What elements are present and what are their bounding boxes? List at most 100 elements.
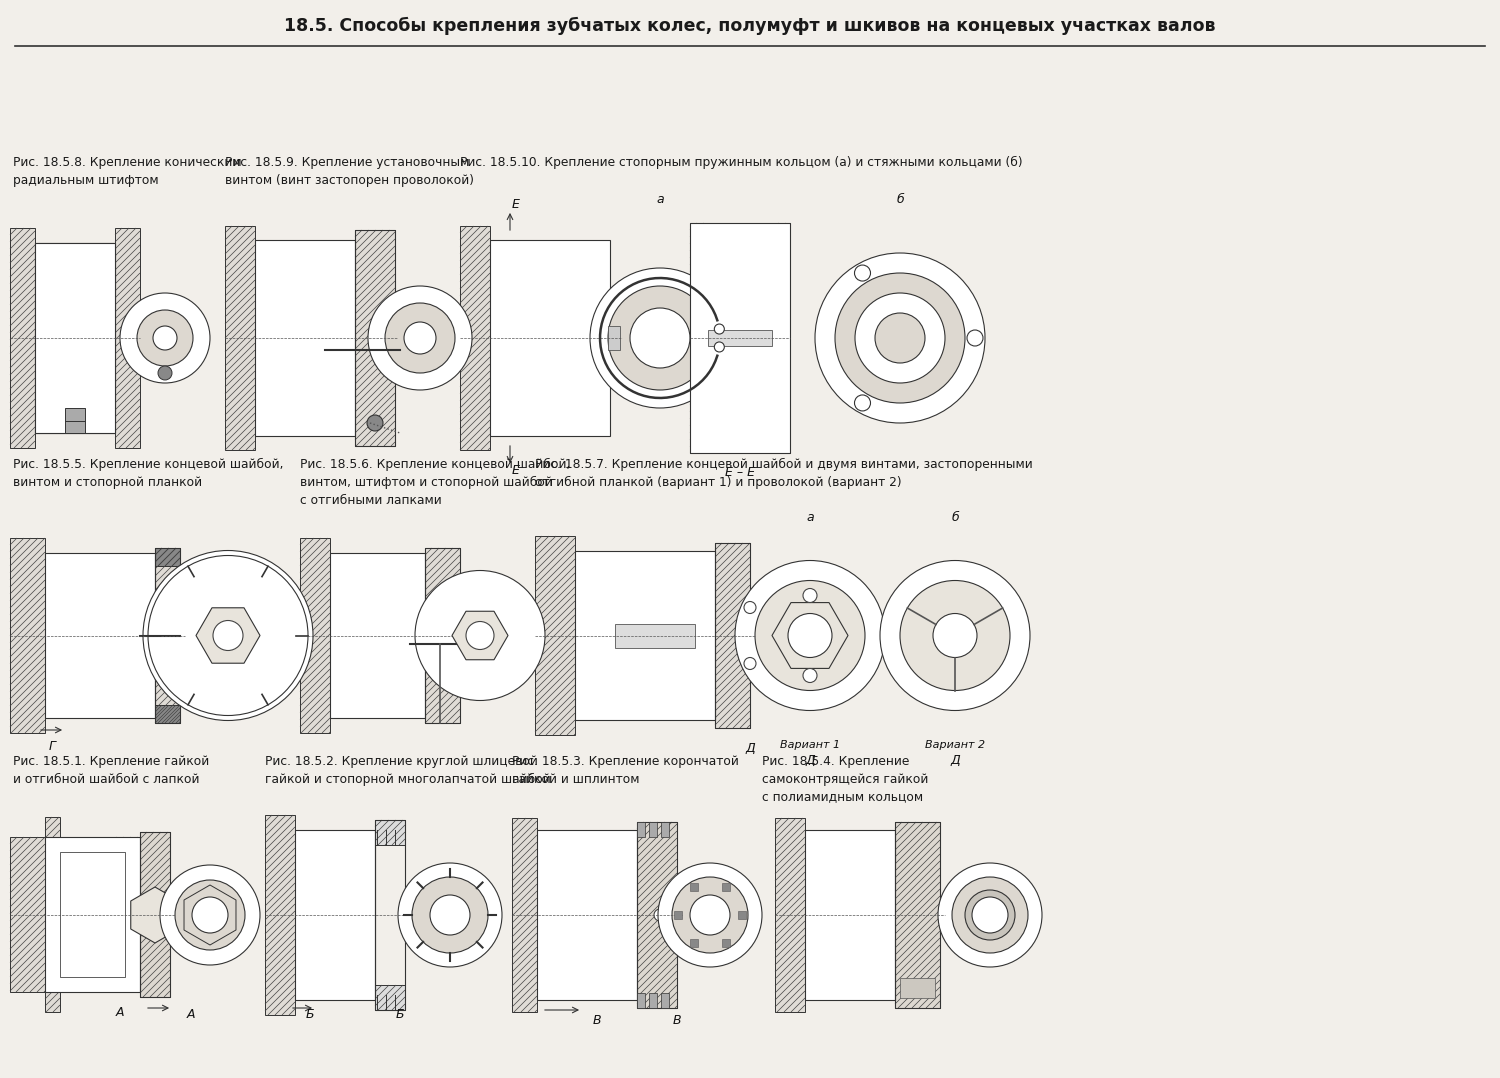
Circle shape — [880, 561, 1031, 710]
Bar — [424, 548, 460, 723]
Bar — [690, 223, 708, 453]
Circle shape — [430, 895, 470, 935]
Bar — [460, 226, 490, 450]
Text: Рис. 18.5.5. Крепление концевой шайбой,
винтом и стопорной планкой: Рис. 18.5.5. Крепление концевой шайбой, … — [13, 458, 284, 489]
Bar — [330, 553, 424, 718]
Bar — [45, 992, 60, 1012]
Bar — [716, 543, 750, 728]
Circle shape — [938, 863, 1042, 967]
Bar — [490, 240, 610, 436]
Bar — [116, 229, 140, 448]
Bar — [690, 939, 698, 946]
Circle shape — [874, 313, 926, 363]
Text: б: б — [896, 193, 904, 206]
Circle shape — [968, 330, 982, 346]
Bar — [738, 911, 746, 920]
Text: 18.5. Способы крепления зубчатых колес, полумуфт и шкивов на концевых участках в: 18.5. Способы крепления зубчатых колес, … — [285, 17, 1215, 34]
Bar — [638, 823, 676, 1008]
Bar — [806, 830, 895, 1000]
Ellipse shape — [148, 555, 308, 716]
Text: Г: Г — [48, 740, 56, 752]
Bar — [356, 230, 395, 446]
Circle shape — [714, 342, 724, 351]
Bar — [615, 623, 695, 648]
Bar — [424, 548, 460, 723]
Bar — [375, 985, 405, 1010]
Bar — [300, 538, 330, 733]
Circle shape — [855, 265, 870, 281]
Circle shape — [658, 863, 762, 967]
Circle shape — [855, 293, 945, 383]
Bar — [537, 830, 638, 1000]
Circle shape — [160, 865, 260, 965]
Bar — [266, 815, 296, 1015]
Bar — [722, 939, 730, 946]
Text: Е: Е — [512, 197, 520, 210]
Circle shape — [654, 909, 666, 921]
Bar — [772, 223, 790, 453]
Polygon shape — [130, 887, 178, 943]
Circle shape — [404, 322, 436, 354]
Circle shape — [153, 326, 177, 350]
Text: В: В — [592, 1013, 602, 1026]
Circle shape — [416, 570, 544, 701]
Text: А: А — [116, 1006, 124, 1019]
Bar — [716, 543, 750, 728]
Bar — [690, 883, 698, 892]
Bar — [116, 229, 140, 448]
Text: б: б — [951, 511, 958, 524]
Text: Рис. 18.5.10. Крепление стопорным пружинным кольцом (а) и стяжными кольцами (б): Рис. 18.5.10. Крепление стопорным пружин… — [460, 156, 1023, 169]
Bar — [10, 229, 34, 448]
Circle shape — [964, 890, 1016, 940]
Circle shape — [630, 308, 690, 368]
Bar — [255, 240, 356, 436]
Bar — [776, 818, 806, 1012]
Circle shape — [368, 286, 472, 390]
Text: Е: Е — [512, 464, 520, 476]
Bar — [225, 226, 255, 450]
Bar — [154, 705, 180, 723]
Bar — [375, 820, 405, 845]
Bar — [45, 817, 60, 837]
Bar — [10, 538, 45, 733]
Bar — [356, 230, 395, 446]
Bar — [772, 223, 790, 453]
Bar — [225, 226, 255, 450]
Text: Б: Б — [396, 1009, 405, 1022]
Bar — [650, 823, 657, 837]
Text: Рис. 18.5.9. Крепление установочным
винтом (винт застопорен проволокой): Рис. 18.5.9. Крепление установочным винт… — [225, 156, 474, 188]
Text: Рис. 18.5.3. Крепление корончатой
гайкой и шплинтом: Рис. 18.5.3. Крепление корончатой гайкой… — [512, 755, 740, 786]
Bar — [140, 832, 170, 997]
Circle shape — [672, 877, 748, 953]
Circle shape — [900, 580, 1010, 691]
Bar — [638, 823, 645, 837]
Circle shape — [836, 273, 964, 403]
Circle shape — [855, 395, 870, 411]
Bar — [650, 993, 657, 1008]
Bar — [708, 330, 772, 346]
Bar — [512, 818, 537, 1012]
Circle shape — [933, 613, 976, 658]
Bar — [60, 852, 124, 977]
Circle shape — [802, 589, 818, 603]
Bar — [896, 823, 940, 1008]
Bar — [512, 818, 537, 1012]
Circle shape — [952, 877, 1028, 953]
Circle shape — [744, 602, 756, 613]
Bar — [638, 823, 676, 1008]
Bar — [356, 230, 395, 446]
Bar — [64, 407, 86, 433]
Bar — [45, 553, 154, 718]
Circle shape — [213, 621, 243, 650]
Bar — [10, 837, 45, 992]
Bar — [154, 548, 180, 723]
Bar — [45, 837, 140, 992]
Circle shape — [142, 551, 314, 720]
Text: Д: Д — [806, 754, 814, 766]
Bar — [110, 837, 140, 852]
Bar — [45, 817, 60, 837]
Circle shape — [466, 622, 494, 650]
Bar — [296, 830, 375, 1000]
Bar — [375, 820, 405, 845]
Bar — [716, 543, 750, 728]
